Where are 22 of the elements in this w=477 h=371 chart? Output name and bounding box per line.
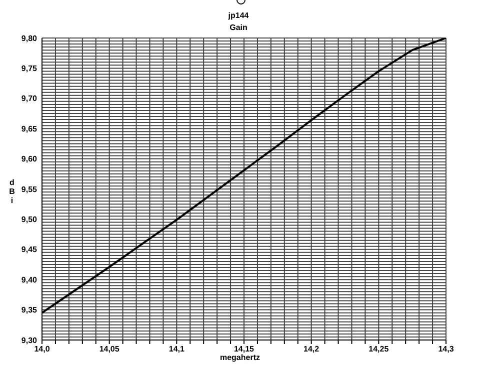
y-axis-title: dBi: [9, 178, 16, 205]
x-tick-label: 14,25: [368, 344, 390, 354]
chart-title: jp144: [227, 11, 250, 20]
y-tick-label: 9,50: [21, 215, 38, 224]
x-tick-label: 14,0: [34, 344, 50, 354]
y-tick-label: 9,30: [21, 336, 38, 345]
x-tick-label: 14,15: [234, 344, 255, 354]
x-tick-label: 14,05: [99, 344, 120, 354]
y-tick-label: 9,80: [21, 34, 38, 43]
y-tick-label: 9,75: [21, 64, 38, 74]
x-tick-label: 14,2: [304, 344, 320, 354]
x-tick-label: 14,1: [168, 344, 185, 354]
y-tick-label: 9,40: [21, 275, 38, 284]
x-axis-title: megahertz: [218, 353, 261, 362]
y-tick-label: 9,65: [21, 124, 38, 134]
chart-subtitle: Gain: [228, 23, 248, 32]
y-tick-label: 9,70: [21, 94, 38, 104]
x-tick-label: 14,3: [438, 344, 454, 354]
y-tick-label: 9,45: [21, 245, 38, 254]
y-tick-label: 9,55: [21, 184, 38, 194]
y-tick-label: 9,35: [21, 306, 38, 315]
y-tick-label: 9,60: [21, 154, 38, 164]
